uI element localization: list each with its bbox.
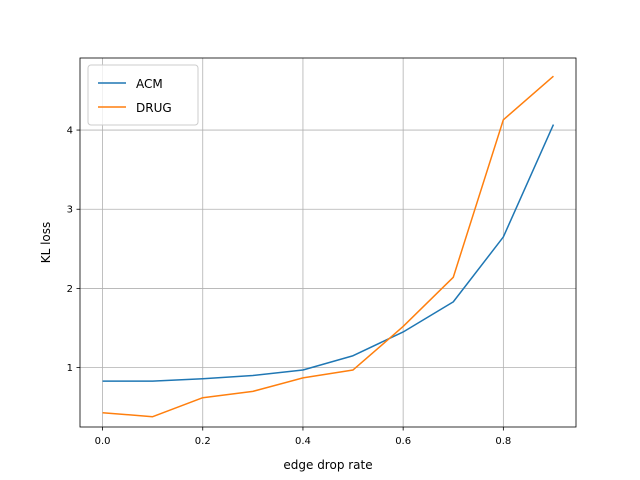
series-line-drug (102, 75, 554, 418)
axis-ticks: 0.0 0.2 0.4 0.6 0.8 1 2 3 4 (67, 126, 512, 447)
y-axis-label: KL loss (39, 222, 53, 264)
x-tick-label: 0.0 (95, 436, 111, 447)
y-tick-label: 2 (67, 284, 73, 295)
series-line-acm (102, 124, 555, 382)
x-axis-label: edge drop rate (283, 458, 372, 472)
grid (80, 58, 576, 427)
legend-label-drug: DRUG (136, 101, 172, 115)
x-tick-label: 0.6 (395, 436, 411, 447)
legend-label-acm: ACM (136, 77, 163, 91)
legend: ACM DRUG (87, 64, 199, 126)
x-tick-label: 0.4 (295, 436, 311, 447)
y-tick-label: 3 (67, 205, 73, 216)
x-tick-label: 0.8 (495, 436, 511, 447)
series-lines (102, 75, 555, 418)
x-tick-label: 0.2 (195, 436, 211, 447)
y-tick-label: 1 (67, 363, 73, 374)
axes-frame (79, 57, 577, 428)
legend-box (87, 64, 199, 126)
y-tick-label: 4 (67, 126, 73, 137)
